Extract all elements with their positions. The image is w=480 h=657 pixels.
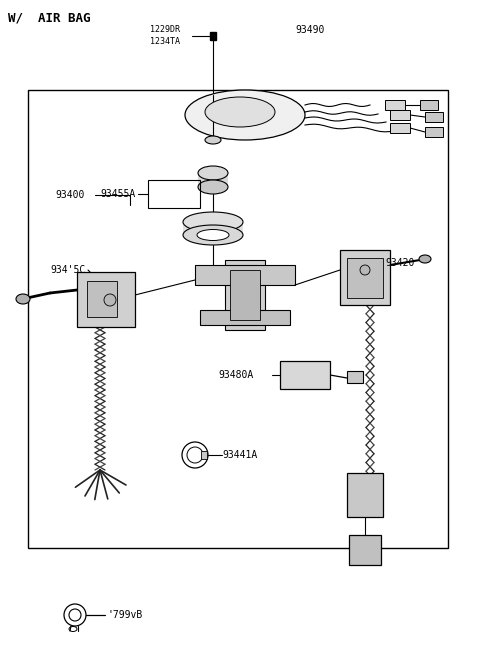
Bar	[340, 250, 390, 305]
Bar	[183, 222, 243, 235]
Ellipse shape	[205, 136, 221, 144]
Bar	[77, 272, 135, 327]
Bar	[390, 110, 410, 120]
Text: 934'5C: 934'5C	[50, 265, 85, 275]
Ellipse shape	[183, 212, 243, 232]
Bar	[420, 100, 438, 110]
Bar	[347, 371, 363, 383]
Text: 93420: 93420	[385, 258, 414, 268]
Text: 1229DR: 1229DR	[150, 26, 180, 35]
Text: 93400: 93400	[55, 190, 84, 200]
Bar	[28, 90, 448, 548]
Bar	[225, 260, 265, 330]
Text: 93490: 93490	[295, 25, 324, 35]
Bar	[347, 473, 383, 517]
Bar	[148, 180, 200, 208]
Text: 1234TA: 1234TA	[150, 37, 180, 47]
Bar	[349, 535, 381, 565]
Bar	[425, 112, 443, 122]
Bar	[347, 258, 383, 298]
Text: 93441A: 93441A	[222, 450, 257, 460]
Ellipse shape	[16, 294, 30, 304]
Bar	[87, 281, 117, 317]
Bar	[195, 265, 295, 285]
Bar	[425, 127, 443, 137]
Bar	[201, 451, 207, 459]
Bar	[210, 32, 216, 40]
Ellipse shape	[205, 97, 275, 127]
Circle shape	[360, 265, 370, 275]
Text: 93455A: 93455A	[100, 189, 135, 199]
Ellipse shape	[198, 180, 228, 194]
Bar	[230, 270, 260, 320]
Ellipse shape	[419, 255, 431, 263]
Ellipse shape	[198, 166, 228, 180]
Bar	[200, 310, 290, 325]
Bar	[198, 173, 228, 187]
Bar	[280, 361, 330, 389]
Ellipse shape	[185, 90, 305, 140]
Text: '799vB: '799vB	[107, 610, 142, 620]
Text: 93480A: 93480A	[218, 370, 253, 380]
Bar	[385, 100, 405, 110]
Text: W/  AIR BAG: W/ AIR BAG	[8, 12, 91, 24]
Bar	[390, 123, 410, 133]
Ellipse shape	[197, 229, 229, 240]
Circle shape	[104, 294, 116, 306]
Ellipse shape	[183, 225, 243, 245]
